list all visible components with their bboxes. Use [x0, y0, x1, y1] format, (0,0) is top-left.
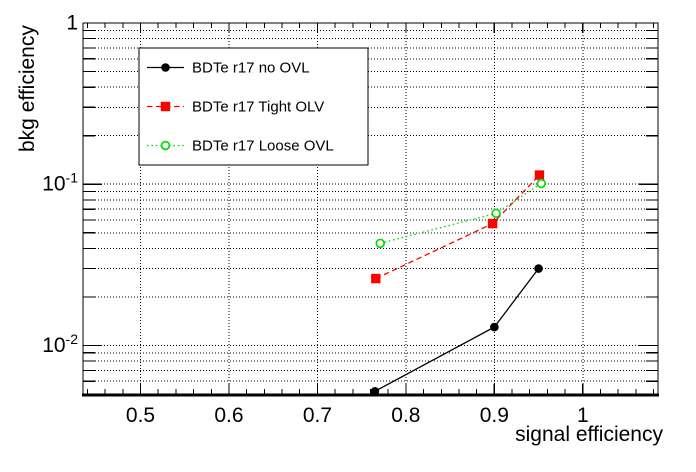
- grid-layer: [83, 23, 658, 394]
- data-point-filled-square: [371, 273, 381, 284]
- x-tick-label: 1: [577, 404, 589, 427]
- legend-entry-label: BDTe r17 no OVL: [192, 60, 310, 77]
- data-point-filled-circle: [161, 63, 170, 72]
- x-tick-label: 0.7: [303, 404, 332, 427]
- y-axis-title: bkg efficiency: [16, 25, 39, 152]
- x-tick-label: 0.6: [214, 404, 243, 427]
- data-point-filled-circle: [370, 386, 380, 396]
- tick-label-layer: 0.5 0.6 0.7 0.8 0.9 1 1 10-1 10-2: [42, 12, 588, 428]
- legend-entry: BDTe r17 Loose OVL: [147, 138, 334, 155]
- legend-entry: BDTe r17 no OVL: [147, 60, 310, 77]
- x-tick-label: 0.8: [391, 404, 420, 427]
- x-tick-label: 0.9: [480, 404, 509, 427]
- y-tick-label: 10-1: [42, 170, 78, 196]
- series-line: [375, 174, 540, 280]
- x-axis-title: signal efficiency: [515, 423, 663, 446]
- y-tick-label: 10-2: [42, 331, 78, 357]
- legend-entry-label: BDTe r17 Tight OLV: [192, 99, 324, 116]
- plot-frame: [82, 22, 659, 397]
- data-point-open-circle: [160, 140, 171, 151]
- series-line: [374, 268, 540, 392]
- data-point-filled-circle: [534, 264, 543, 273]
- legend-entry: BDTe r17 Tight OLV: [147, 99, 324, 116]
- data-point-open-circle: [491, 208, 501, 219]
- data-point-filled-square: [487, 218, 498, 229]
- legend-entry-label: BDTe r17 Loose OVL: [192, 138, 334, 155]
- y-tick-label: 1: [66, 12, 78, 35]
- data-point-filled-square: [534, 170, 545, 180]
- series-layer: [370, 170, 546, 396]
- series-line: [380, 182, 542, 244]
- data-point-filled-circle: [490, 322, 499, 332]
- data-point-open-circle: [375, 238, 385, 249]
- data-point-filled-square: [160, 101, 171, 112]
- data-point-open-circle: [536, 178, 546, 189]
- legend: BDTe r17 no OVL BDTe r17 Tight OLV BDTe r1…: [138, 47, 369, 166]
- x-tick-label: 0.5: [126, 404, 155, 427]
